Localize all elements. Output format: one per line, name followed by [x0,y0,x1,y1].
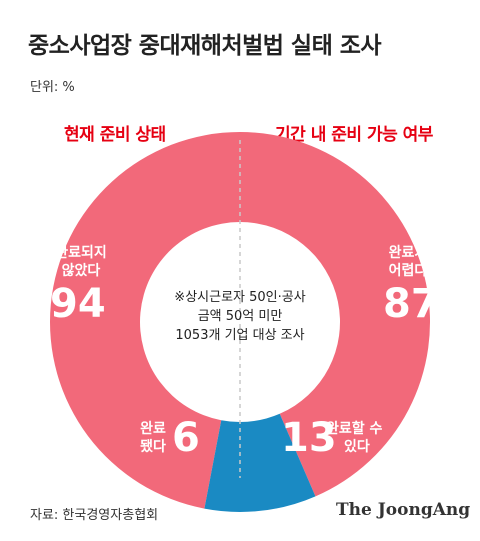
unit-label: 단위: % [30,80,75,95]
value-completed: 6 [172,415,200,461]
note-line-3: 1053개 기업 대상 조사 [175,328,305,343]
label-possible-line1: 완료할 수 [326,421,383,437]
label-completed: 완료 됐다 [134,420,172,456]
survey-note: ※상시근로자 50인·공사 금액 50억 미만 1053개 기업 대상 조사 [120,288,360,345]
label-difficult-line2: 어렵다 [388,263,428,279]
label-completed-line1: 완료 [140,421,166,437]
chart-title: 중소사업장 중대재해처벌법 실태 조사 [28,33,382,59]
slice-possible [240,413,316,512]
value-difficult: 87 [383,281,439,327]
source-label: 자료: 한국경영자총협회 [30,508,159,523]
label-difficult: 완료가 어렵다 [378,244,438,280]
value-possible: 13 [281,415,337,461]
label-possible: 완료할 수 있다 [326,420,416,456]
slice-completed [204,420,240,512]
note-line-1: ※상시근로자 50인·공사 [174,290,306,305]
left-chart-title: 현재 준비 상태 [64,125,166,145]
right-chart-title: 기간 내 준비 가능 여부 [275,125,433,145]
label-not-completed-line2: 않았다 [61,263,101,279]
slice-not-completed [50,132,240,509]
label-not-completed-line1: 완료되지 [55,245,107,261]
label-possible-line2: 있다 [344,439,370,455]
publisher-logo: The JoongAng [336,500,471,520]
label-difficult-line1: 완료가 [388,245,428,261]
slice-difficult [240,132,431,497]
label-not-completed: 완료되지 않았다 [48,244,114,280]
value-not-completed: 94 [50,281,106,327]
label-completed-line2: 됐다 [140,439,166,455]
note-line-2: 금액 50억 미만 [197,309,283,324]
